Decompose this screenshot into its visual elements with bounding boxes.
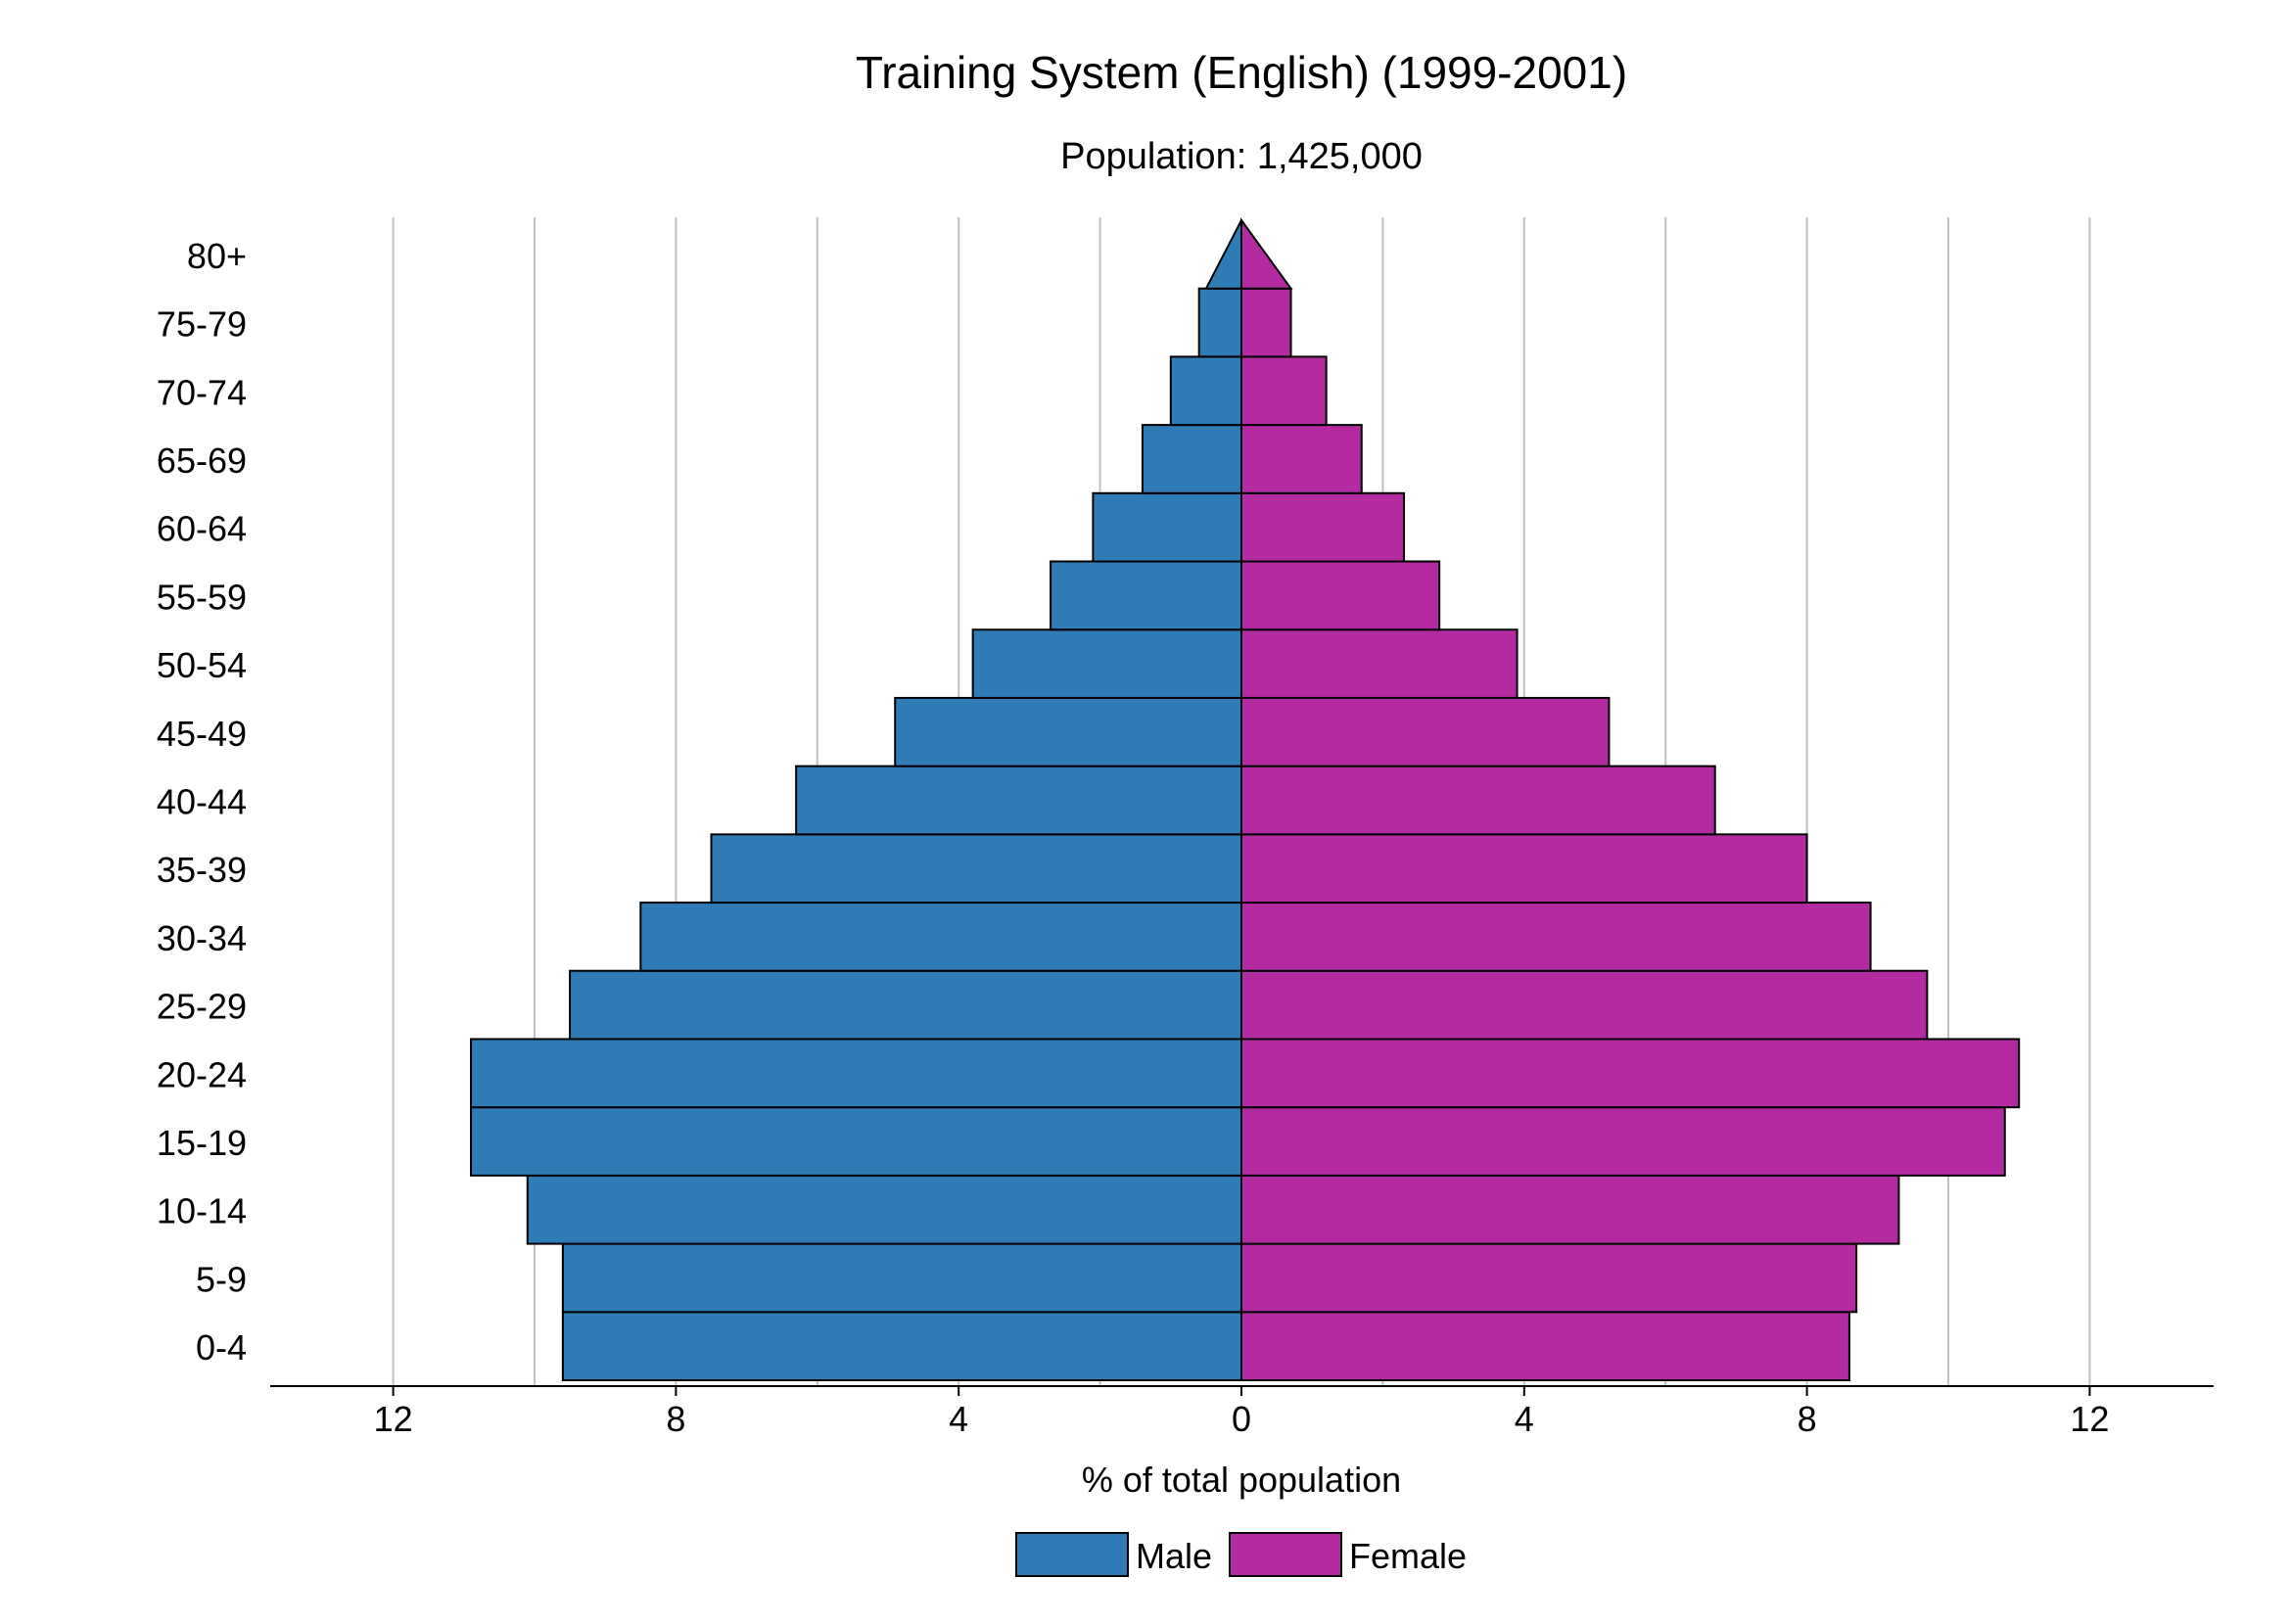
chart-subtitle: Population: 1,425,000	[1060, 136, 1423, 177]
y-tick-label: 45-49	[157, 714, 247, 754]
bar-male-75-79	[1197, 287, 1243, 358]
y-tick-label: 30-34	[157, 918, 247, 958]
x-tick-label: 4	[949, 1399, 968, 1439]
y-tick-label: 10-14	[157, 1191, 247, 1231]
bar-female-15-19	[1240, 1106, 2006, 1177]
bar-male-55-59	[1050, 560, 1243, 631]
y-tick-label: 75-79	[157, 304, 247, 345]
y-tick-label: 35-39	[157, 850, 247, 890]
y-tick-label: 5-9	[196, 1259, 247, 1299]
bar-male-60-64	[1092, 491, 1242, 563]
bar-male-25-29	[569, 969, 1242, 1041]
bar-female-5-9	[1240, 1242, 1858, 1314]
y-tick-label: 80+	[187, 236, 247, 276]
y-tick-label: 20-24	[157, 1054, 247, 1094]
bar-male-45-49	[894, 696, 1242, 767]
bar-male-50-54	[971, 628, 1242, 699]
x-axis-title: % of total population	[1082, 1460, 1401, 1500]
bar-female-10-14	[1240, 1174, 1900, 1245]
bars	[470, 216, 2021, 1381]
bar-female-35-39	[1240, 833, 1808, 905]
x-tick-label: 12	[374, 1399, 413, 1439]
bar-female-50-54	[1240, 628, 1519, 699]
bar-female-70-74	[1240, 355, 1328, 427]
y-tick-label: 25-29	[157, 987, 247, 1027]
bar-male-15-19	[470, 1106, 1242, 1177]
bar-female-40-44	[1240, 765, 1716, 836]
bar-female-60-64	[1240, 491, 1406, 563]
x-tick-label: 8	[666, 1399, 685, 1439]
bar-female-55-59	[1240, 560, 1441, 631]
y-tick-label: 60-64	[157, 509, 247, 549]
bar-male-30-34	[639, 902, 1242, 972]
y-tick-label: 65-69	[157, 441, 247, 481]
bar-male-80+	[1204, 219, 1242, 290]
legend-label-male: Male	[1136, 1536, 1212, 1576]
legend-swatch-male	[1015, 1532, 1129, 1577]
bar-male-0-4	[561, 1311, 1242, 1381]
bar-female-65-69	[1240, 424, 1363, 494]
bar-female-25-29	[1240, 969, 1929, 1041]
legend-swatch-female	[1229, 1532, 1342, 1577]
bar-male-20-24	[470, 1038, 1242, 1109]
bar-female-0-4	[1240, 1311, 1850, 1381]
bar-male-65-69	[1141, 424, 1243, 494]
bar-male-40-44	[795, 765, 1242, 836]
y-tick-label: 55-59	[157, 577, 247, 617]
y-tick-label: 0-4	[196, 1327, 247, 1368]
x-tick-label: 4	[1515, 1399, 1534, 1439]
bar-female-20-24	[1240, 1038, 2021, 1109]
chart-title: Training System (English) (1999-2001)	[856, 47, 1627, 98]
y-tick-label: 40-44	[157, 782, 247, 822]
bar-male-10-14	[526, 1174, 1242, 1245]
y-axis-labels: 0-4 5-9 10-14 15-19 20-24 25-29 30-34 35-39 40-4…	[157, 236, 247, 1368]
x-tick-label: 12	[2070, 1399, 2109, 1439]
x-axis	[270, 1385, 2214, 1396]
x-axis-tick-labels: 12 8 4 0 4 8 12	[374, 1399, 2110, 1439]
y-tick-label: 70-74	[157, 372, 247, 412]
x-tick-label: 0	[1232, 1399, 1251, 1439]
bar-female-45-49	[1240, 696, 1611, 767]
legend: Male Female	[1015, 1532, 1467, 1577]
bar-female-75-79	[1240, 287, 1292, 358]
y-tick-label: 50-54	[157, 645, 247, 685]
legend-label-female: Female	[1349, 1536, 1467, 1576]
bar-female-80+	[1240, 216, 1293, 290]
bar-male-35-39	[710, 833, 1242, 905]
x-tick-label: 8	[1798, 1399, 1817, 1439]
bar-male-5-9	[561, 1242, 1242, 1314]
bar-female-30-34	[1240, 902, 1872, 972]
bar-male-70-74	[1169, 355, 1243, 427]
y-tick-label: 15-19	[157, 1123, 247, 1163]
